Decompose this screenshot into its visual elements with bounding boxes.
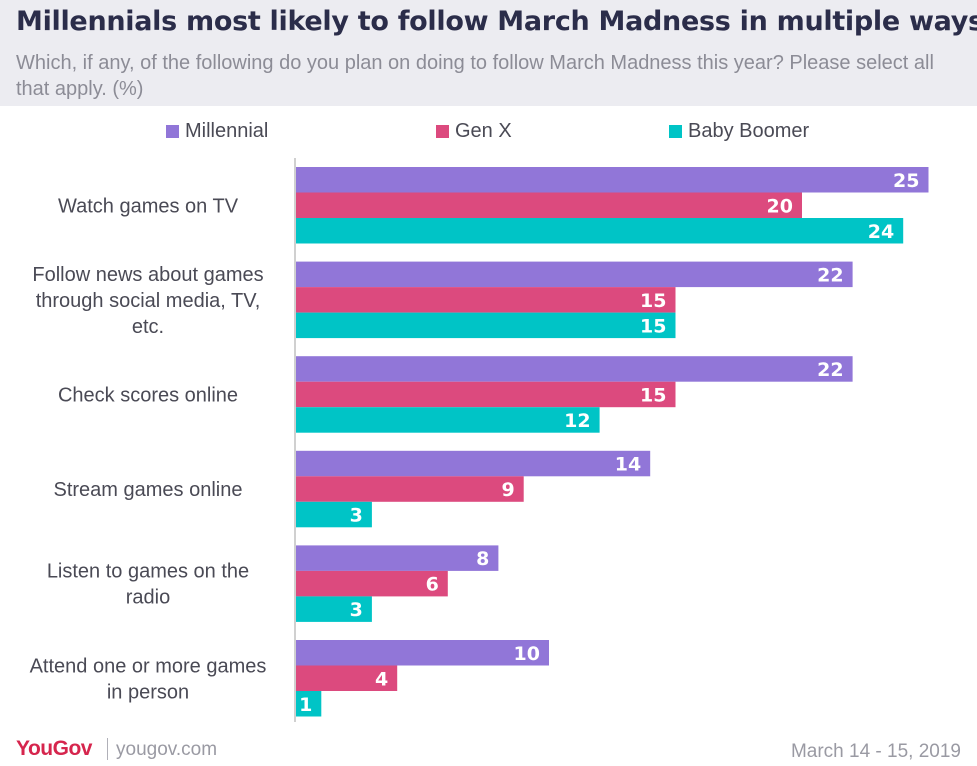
data-label-baby-boomer: 15 — [640, 315, 666, 337]
category-label: Listen to games on the — [47, 561, 249, 583]
data-label-baby-boomer: 24 — [868, 221, 894, 243]
category-label: through social media, TV, — [36, 290, 261, 312]
data-label-baby-boomer: 12 — [564, 410, 590, 432]
category-label: Attend one or more games — [30, 655, 267, 677]
bar-baby-boomer — [296, 691, 322, 717]
data-label-gen-x: 20 — [767, 195, 793, 217]
data-label-millennial: 10 — [514, 643, 540, 665]
category-label: in person — [107, 681, 189, 703]
legend-item-gen-x: Gen X — [436, 120, 512, 143]
category-label: radio — [126, 587, 170, 609]
data-label-baby-boomer: 3 — [350, 505, 363, 527]
data-label-baby-boomer: 1 — [299, 694, 312, 716]
data-label-millennial: 22 — [817, 359, 843, 381]
bar-gen-x — [296, 665, 398, 691]
category-label: Watch games on TV — [58, 195, 239, 217]
footer-url: yougov.com — [116, 739, 218, 760]
footer-date: March 14 - 15, 2019 — [790, 741, 961, 762]
bar-millennial — [296, 450, 651, 477]
bar-gen-x — [296, 570, 448, 597]
data-label-gen-x: 15 — [640, 384, 666, 406]
bar-gen-x — [296, 381, 676, 408]
data-label-gen-x: 15 — [640, 290, 666, 312]
category-label: Stream games online — [54, 479, 243, 501]
bar-millennial — [296, 545, 499, 571]
legend-item-baby-boomer: Baby Boomer — [669, 120, 809, 143]
data-label-gen-x: 4 — [375, 668, 388, 690]
bar-baby-boomer — [296, 407, 600, 433]
bar-gen-x — [296, 287, 676, 313]
data-label-millennial: 22 — [817, 264, 843, 286]
bar-millennial — [296, 167, 929, 193]
data-label-millennial: 8 — [476, 548, 489, 570]
category-label: Follow news about games — [32, 264, 263, 286]
legend-swatch-gen-x — [436, 125, 449, 138]
data-label-millennial: 14 — [615, 454, 641, 476]
header-band: Millennials most likely to follow March … — [0, 0, 977, 106]
bar-millennial — [296, 640, 549, 666]
footer-divider — [107, 738, 108, 760]
bar-baby-boomer — [296, 501, 372, 528]
data-label-gen-x: 9 — [501, 479, 514, 501]
bar-gen-x — [296, 476, 524, 502]
chart-title: Millennials most likely to follow March … — [16, 6, 977, 37]
category-label: etc. — [132, 316, 164, 338]
bar-gen-x — [296, 192, 802, 218]
bar-baby-boomer — [296, 312, 676, 339]
chart-subtitle: Which, if any, of the following do you p… — [16, 52, 934, 100]
category-label: Check scores online — [58, 384, 238, 406]
bar-baby-boomer — [296, 596, 372, 622]
legend-label-baby-boomer: Baby Boomer — [688, 120, 810, 142]
data-label-baby-boomer: 3 — [350, 599, 363, 621]
legend-swatch-baby-boomer — [669, 125, 682, 138]
legend-label-gen-x: Gen X — [455, 120, 512, 142]
bar-millennial — [296, 261, 853, 288]
data-label-gen-x: 6 — [426, 574, 439, 596]
legend-label-millennial: Millennial — [185, 120, 269, 142]
bar-millennial — [296, 356, 853, 382]
bar-baby-boomer — [296, 218, 904, 244]
data-label-millennial: 25 — [893, 170, 919, 192]
legend-item-millennial: Millennial — [166, 120, 268, 143]
legend-swatch-millennial — [166, 125, 179, 138]
yougov-logo: YouGov — [16, 737, 92, 760]
